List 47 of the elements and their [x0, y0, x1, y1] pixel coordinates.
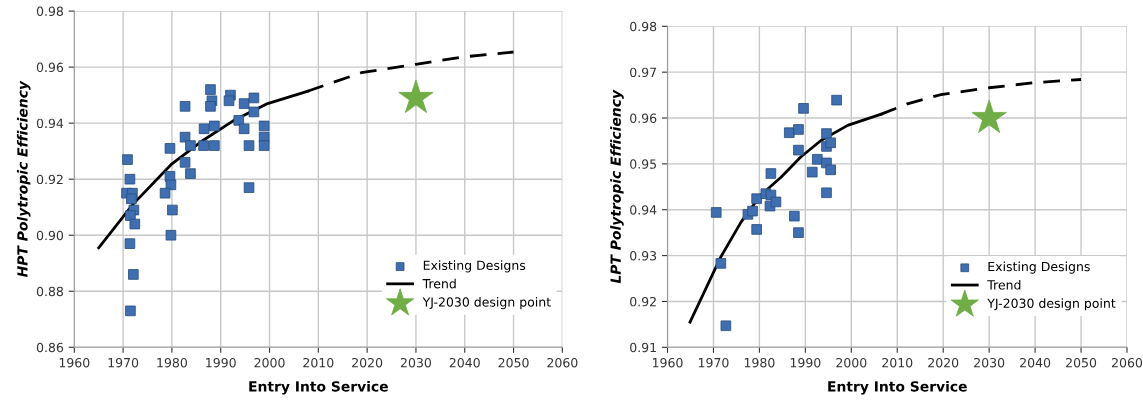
y-tick-label: 0.93: [630, 251, 657, 261]
x-tick-label: 1990: [790, 357, 821, 368]
legend-label: YJ-2030 design point: [422, 297, 551, 310]
y-tick-label: 0.94: [36, 118, 64, 129]
y-tick-label: 0.95: [630, 159, 656, 169]
y-tick-label: 0.94: [630, 205, 657, 215]
x-axis-title: Entry Into Service: [249, 380, 388, 395]
x-tick-label: 1980: [744, 357, 775, 368]
y-tick-label: 0.91: [630, 342, 656, 353]
y-tick-label: 0.88: [36, 286, 64, 297]
x-tick-label: 1970: [698, 357, 729, 368]
x-tick-label: 2040: [1020, 357, 1051, 368]
y-axis-title: HPT Polytropic Efficiency: [16, 80, 31, 278]
x-axis-title: Entry Into Service: [828, 380, 967, 395]
x-tick-label: 2020: [928, 357, 959, 368]
x-tick-label: 1980: [157, 357, 187, 368]
x-tick-label: 2000: [836, 357, 867, 368]
x-tick-label: 2010: [882, 357, 913, 368]
x-tick-label: 2060: [1112, 357, 1143, 368]
x-tick-label: 2040: [449, 357, 480, 368]
x-tick-label: 1970: [108, 357, 139, 368]
x-tick-label: 2010: [303, 357, 334, 368]
legend-label: Existing Designs: [423, 260, 526, 273]
x-tick-label: 2050: [498, 357, 529, 368]
x-tick-label: 1960: [652, 357, 683, 368]
y-tick-label: 0.96: [630, 113, 657, 123]
legend-label: YJ-2030 design point: [987, 298, 1116, 311]
y-tick-label: 0.97: [630, 67, 657, 78]
x-tick-label: 2030: [974, 357, 1005, 368]
y-tick-label: 0.96: [36, 62, 64, 73]
y-tick-label: 0.90: [36, 230, 64, 241]
legend-label: Existing Designs: [988, 261, 1090, 274]
x-tick-label: 2030: [400, 357, 432, 368]
y-tick-label: 0.98: [630, 21, 657, 32]
x-tick-label: 1990: [206, 357, 236, 368]
x-tick-label: 2060: [547, 357, 578, 368]
x-tick-label: 2020: [352, 357, 383, 368]
legend-label: Trend: [422, 278, 456, 289]
y-axis-title: LPT Polytropic Efficiency: [610, 89, 624, 284]
y-tick-label: 0.92: [36, 174, 63, 185]
legend-label: Trend: [987, 279, 1021, 290]
x-tick-label: 2000: [254, 357, 285, 368]
y-tick-label: 0.92: [630, 296, 656, 307]
y-tick-label: 0.86: [36, 342, 64, 353]
x-tick-label: 2050: [1066, 357, 1097, 368]
y-tick-label: 0.98: [36, 6, 64, 17]
x-tick-label: 1960: [59, 357, 90, 368]
